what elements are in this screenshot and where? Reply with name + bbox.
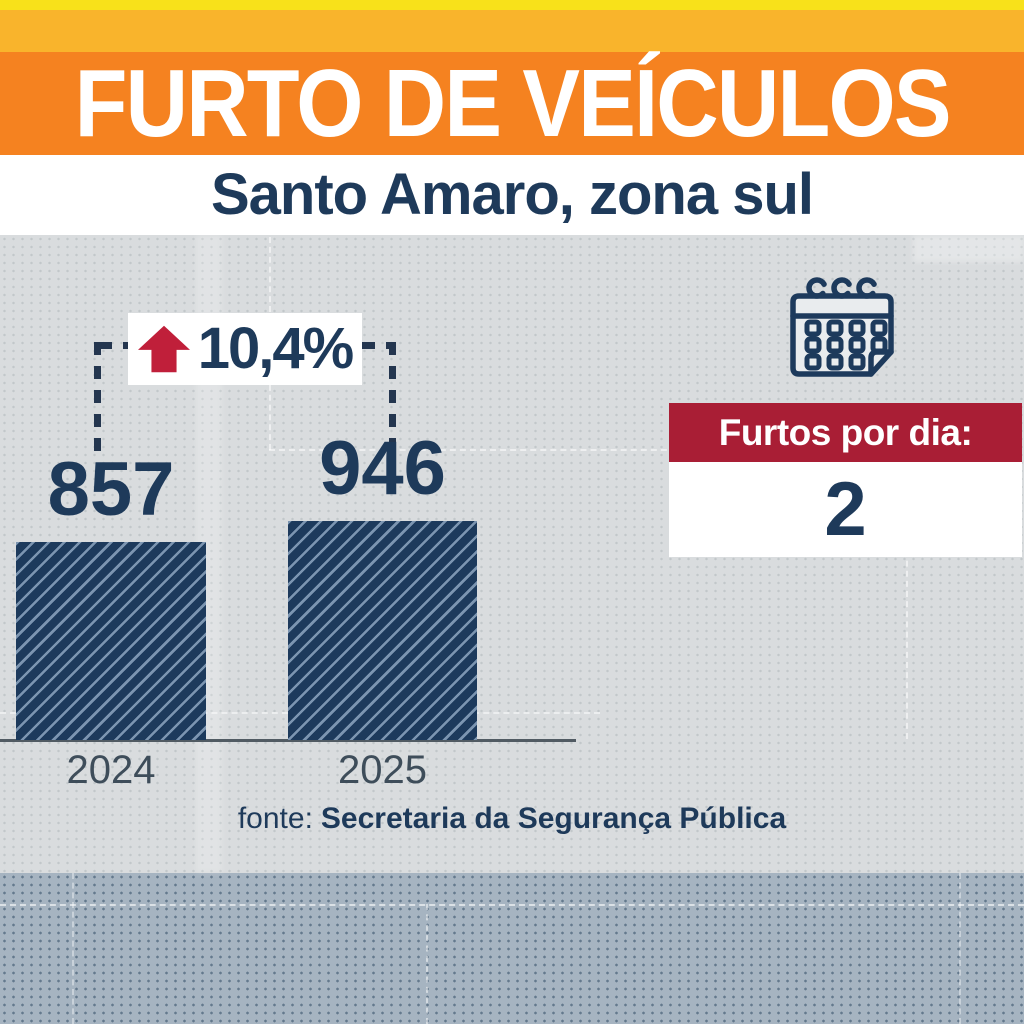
percent-change-badge: 10,4% — [128, 313, 362, 385]
bar-2024 — [16, 542, 206, 740]
page-subtitle: Santo Amaro, zona sul — [210, 162, 814, 227]
source-name: Secretaria da Segurança Pública — [320, 802, 787, 835]
bar-value-2024: 857 — [47, 447, 175, 532]
stat-value-box: 2 — [669, 462, 1022, 557]
grid-line — [72, 873, 74, 1024]
grid-line — [0, 904, 1024, 906]
page-title: FURTO DE VEÍCULOS — [74, 49, 951, 157]
x-axis — [0, 739, 576, 742]
bar-group-2024: 857 — [16, 340, 206, 740]
stat-label: Furtos por dia: — [718, 412, 973, 453]
title-banner: FURTO DE VEÍCULOS — [0, 52, 1024, 155]
arrow-up-icon — [137, 325, 190, 373]
percent-change-value: 10,4% — [197, 316, 354, 381]
source-prefix: fonte: — [237, 802, 313, 835]
grid-line — [269, 449, 908, 451]
footer-background — [0, 873, 1024, 1024]
grid-line — [426, 904, 428, 1024]
bar-group-2025: 946 — [288, 340, 477, 740]
bar-2025 — [288, 521, 477, 740]
bar-value-2025: 946 — [319, 426, 446, 511]
source-line: fonte: Secretaria da Segurança Pública — [0, 802, 1024, 836]
category-label-2025: 2025 — [338, 748, 427, 792]
connector-dashed-left — [94, 342, 101, 460]
connector-dashed-right-stub — [362, 342, 395, 349]
grid-line — [906, 449, 908, 739]
stat-value: 2 — [824, 466, 867, 552]
subtitle-banner: Santo Amaro, zona sul — [0, 155, 1024, 235]
light-corner — [913, 235, 1024, 262]
connector-dashed-right — [389, 342, 396, 442]
amber-strip — [0, 10, 1024, 52]
stat-banner: Furtos por dia: — [669, 403, 1022, 462]
yellow-strip — [0, 0, 1024, 10]
connector-dashed-left-stub — [99, 342, 129, 349]
grid-line — [959, 873, 961, 1024]
calendar-icon — [787, 276, 900, 386]
category-label-2024: 2024 — [66, 748, 156, 792]
